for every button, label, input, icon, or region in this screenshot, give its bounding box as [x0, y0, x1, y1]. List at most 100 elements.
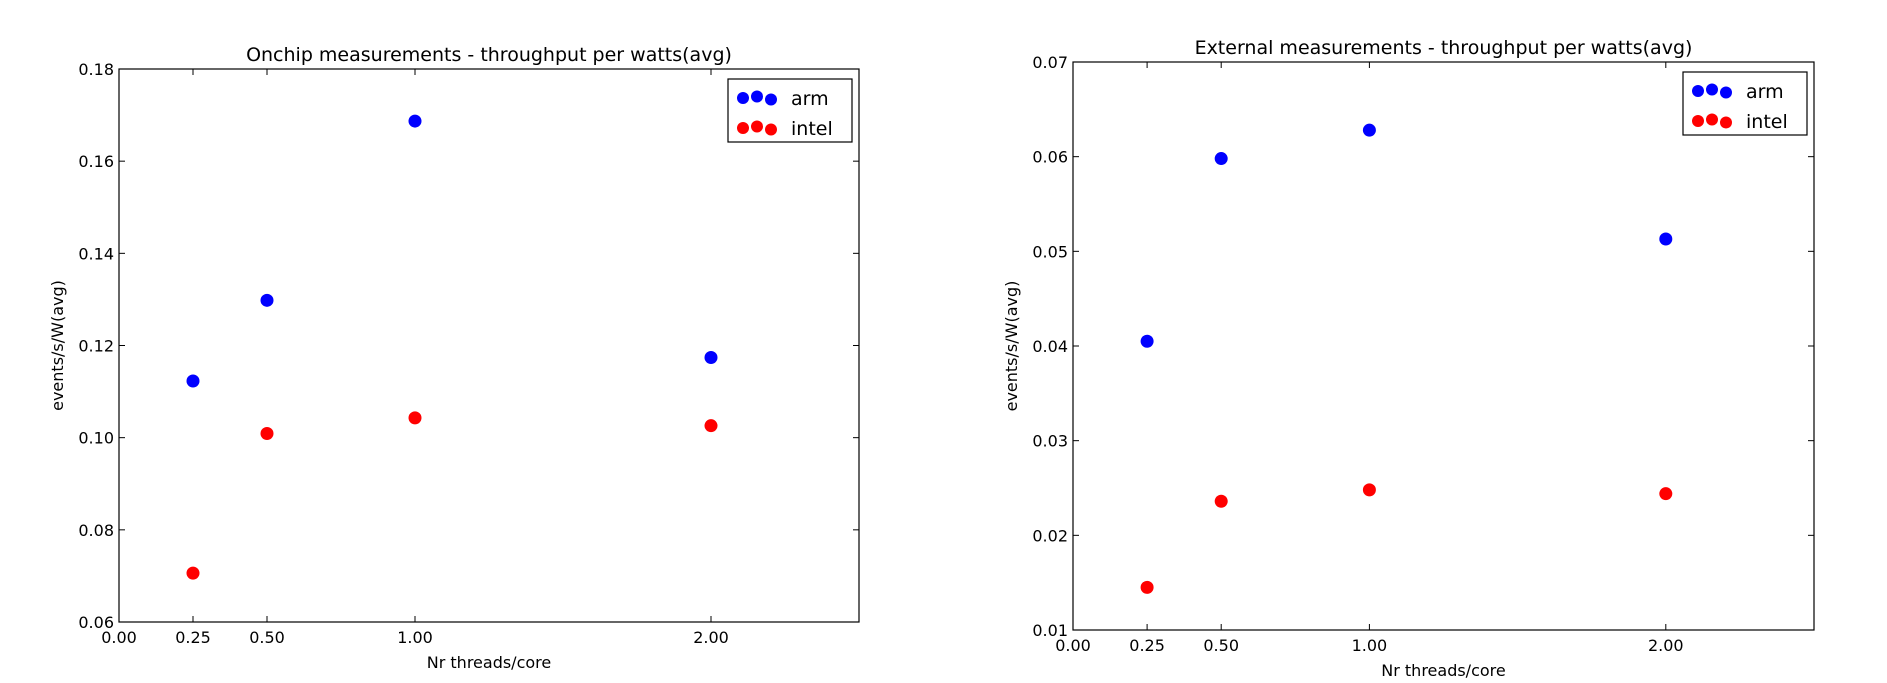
- y-tick-label: 0.06: [78, 613, 114, 632]
- legend-marker-arm: [1692, 85, 1704, 97]
- x-tick-label: 0.00: [1055, 636, 1091, 655]
- series-arm: [1140, 123, 1673, 348]
- data-point-intel: [186, 566, 200, 580]
- x-tick-label: 0.25: [1129, 636, 1165, 655]
- data-point-intel: [1214, 494, 1228, 508]
- legend-box: [1682, 71, 1808, 136]
- data-point-arm: [1362, 123, 1376, 137]
- data-point-arm: [1659, 232, 1673, 246]
- x-tick-label: 0.00: [101, 628, 137, 647]
- x-tick-label: 0.50: [1203, 636, 1239, 655]
- data-point-intel: [704, 419, 718, 433]
- x-tick: 0.00: [101, 69, 137, 647]
- data-point-arm: [704, 350, 718, 364]
- data-point-arm: [408, 114, 422, 128]
- y-tick-label: 0.12: [78, 337, 114, 356]
- y-tick: 0.05: [1032, 242, 1814, 261]
- legend-entry-intel: intel: [737, 118, 833, 140]
- data-point-intel: [1362, 483, 1376, 497]
- legend-marker-intel: [1720, 116, 1732, 129]
- data-point-arm: [260, 293, 274, 307]
- data-point-arm: [186, 374, 200, 388]
- legend-marker-intel: [765, 123, 777, 136]
- y-tick: 0.08: [78, 521, 859, 540]
- data-point-intel: [1140, 580, 1154, 594]
- data-point-intel: [260, 427, 274, 441]
- y-tick-label: 0.05: [1032, 242, 1068, 261]
- y-tick-label: 0.08: [78, 521, 114, 540]
- legend-marker-arm: [751, 90, 763, 103]
- data-point-intel: [408, 411, 422, 425]
- legend: arm intel: [1682, 71, 1808, 136]
- series-arm: [186, 114, 718, 388]
- legend-marker-arm: [737, 92, 749, 104]
- y-tick-label: 0.16: [78, 152, 114, 171]
- y-tick-label: 0.03: [1032, 432, 1068, 451]
- x-tick: 0.50: [249, 69, 285, 647]
- data-point-arm: [1214, 152, 1228, 166]
- y-tick-label: 0.04: [1032, 337, 1068, 356]
- y-tick-label: 0.01: [1032, 621, 1068, 640]
- legend-label-arm: arm: [1746, 81, 1784, 103]
- y-tick-label: 0.14: [78, 244, 114, 263]
- x-tick: 1.00: [1352, 62, 1387, 655]
- y-tick: 0.18: [78, 60, 859, 79]
- legend-entry-intel: intel: [1692, 111, 1788, 133]
- y-tick-label: 0.02: [1032, 526, 1068, 545]
- x-tick: 0.50: [1203, 62, 1239, 655]
- y-tick-label: 0.10: [78, 429, 114, 448]
- legend-entry-arm: arm: [1692, 81, 1784, 103]
- chart-2: External measurements - throughput per w…: [1002, 37, 1815, 680]
- y-tick: 0.16: [78, 152, 859, 171]
- y-tick-label: 0.06: [1032, 148, 1068, 167]
- x-tick-label: 2.00: [1648, 636, 1684, 655]
- y-tick: 0.14: [78, 244, 859, 263]
- x-tick-label: 0.50: [249, 628, 285, 647]
- x-tick: 0.25: [1129, 62, 1165, 655]
- chart-title: External measurements - throughput per w…: [1195, 37, 1693, 59]
- x-axis-label: Nr threads/core: [427, 653, 551, 672]
- y-tick: 0.07: [1032, 53, 1814, 72]
- y-axis-label: events/s/W(avg): [1002, 281, 1021, 412]
- legend-label-arm: arm: [791, 88, 829, 110]
- y-tick: 0.06: [78, 613, 859, 632]
- x-tick-label: 2.00: [693, 628, 729, 647]
- legend-marker-arm: [1706, 83, 1718, 96]
- y-tick: 0.02: [1032, 526, 1814, 545]
- data-point-intel: [1659, 487, 1673, 501]
- series-intel: [186, 411, 718, 580]
- legend-marker-arm: [765, 93, 777, 106]
- legend-entry-arm: arm: [737, 88, 829, 110]
- legend-marker-intel: [1692, 115, 1704, 127]
- x-tick-label: 0.25: [175, 628, 211, 647]
- series-intel: [1140, 483, 1673, 594]
- legend-marker-intel: [737, 122, 749, 134]
- x-tick: 0.00: [1055, 62, 1091, 655]
- legend-marker-arm: [1720, 86, 1732, 99]
- x-tick-label: 1.00: [397, 628, 433, 647]
- legend-marker-intel: [1706, 113, 1718, 126]
- legend-box: [727, 78, 853, 143]
- y-tick-label: 0.07: [1032, 53, 1068, 72]
- x-tick: 0.25: [175, 69, 211, 647]
- legend-marker-intel: [751, 120, 763, 133]
- data-point-arm: [1140, 334, 1154, 348]
- y-tick-label: 0.18: [78, 60, 114, 79]
- chart-title: Onchip measurements - throughput per wat…: [246, 44, 732, 66]
- x-axis-label: Nr threads/core: [1381, 661, 1505, 680]
- y-axis-label: events/s/W(avg): [48, 280, 67, 411]
- legend: arm intel: [727, 78, 853, 143]
- legend-label-intel: intel: [791, 118, 833, 140]
- x-tick: 2.00: [1648, 62, 1684, 655]
- x-tick: 1.00: [397, 69, 433, 647]
- y-tick: 0.10: [78, 429, 859, 448]
- y-tick: 0.12: [78, 337, 859, 356]
- x-tick: 2.00: [693, 69, 729, 647]
- y-tick: 0.04: [1032, 337, 1814, 356]
- y-tick: 0.06: [1032, 148, 1814, 167]
- y-tick: 0.01: [1032, 621, 1814, 640]
- y-tick: 0.03: [1032, 432, 1814, 451]
- legend-label-intel: intel: [1746, 111, 1788, 133]
